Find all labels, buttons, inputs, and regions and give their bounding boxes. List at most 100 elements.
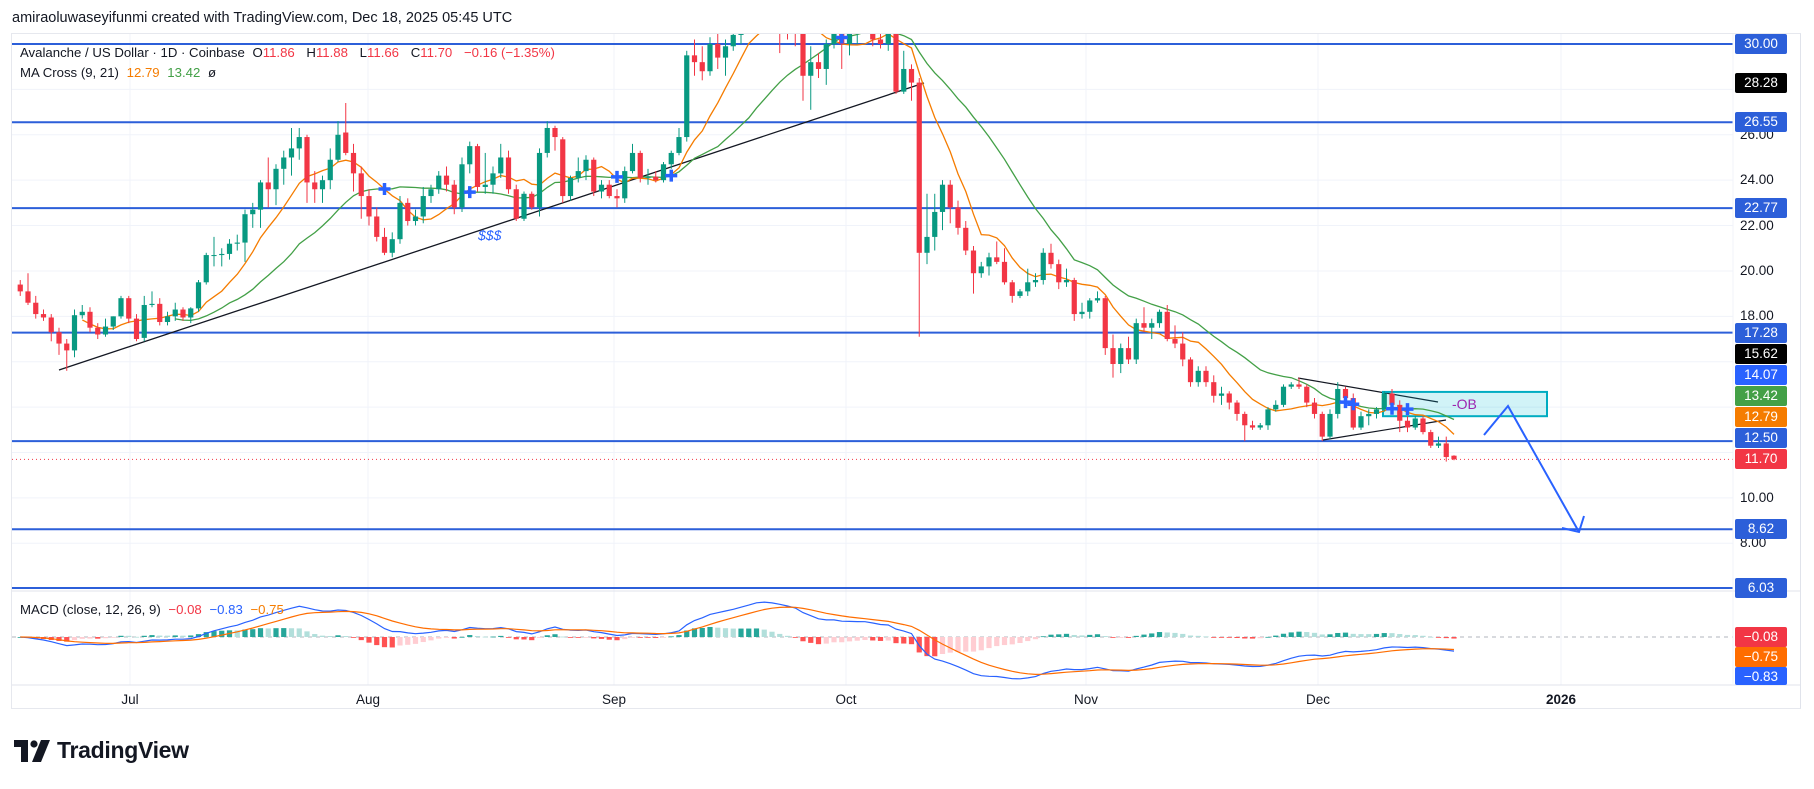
- change-value: −0.16 (−1.35%): [463, 45, 555, 60]
- macd-histogram-bar: [1257, 637, 1263, 639]
- macd-histogram-bar: [1443, 637, 1449, 639]
- candle-down: [1342, 388, 1349, 399]
- candle-down: [312, 182, 318, 190]
- candle-down: [366, 196, 372, 217]
- ma-slow-line: [175, 34, 1455, 421]
- candle-down: [474, 146, 481, 187]
- macd-signal-value: −0.75: [250, 602, 284, 617]
- macd-histogram-bar: [637, 637, 643, 638]
- candle-up: [1273, 404, 1279, 410]
- macd-histogram-bar: [823, 637, 829, 644]
- candle-up: [459, 164, 465, 208]
- macd-histogram-bar: [1001, 637, 1008, 646]
- candle-up: [730, 34, 736, 47]
- price-tick-label: 20.00: [1740, 262, 1774, 278]
- ma-cross-icon: [835, 34, 848, 44]
- macd-histogram-bar: [1087, 634, 1093, 637]
- price-label: 8.62: [1735, 519, 1787, 540]
- macd-histogram-bar: [335, 635, 341, 637]
- candles: [17, 24, 1457, 462]
- candle-up: [939, 184, 946, 212]
- candle-down: [591, 159, 597, 192]
- candle-up: [498, 157, 504, 174]
- candle-down: [1249, 425, 1256, 428]
- candle-up: [1063, 280, 1070, 283]
- tradingview-logo[interactable]: TradingView: [14, 737, 189, 764]
- candle-up: [490, 173, 496, 185]
- macd-histogram-bar: [234, 630, 240, 637]
- candle-up: [1156, 311, 1163, 324]
- macd-histogram-bar: [746, 628, 752, 637]
- candle-up: [1025, 282, 1031, 292]
- macd-histogram-bar: [172, 635, 178, 637]
- candle-up: [629, 152, 636, 172]
- candle-up: [203, 255, 209, 283]
- close-value: 11.70: [420, 45, 453, 60]
- macd-histogram-bar: [1273, 635, 1279, 637]
- macd-histogram-bar: [622, 637, 628, 640]
- macd-histogram-bar: [1296, 631, 1302, 637]
- macd-histogram-bar: [1350, 633, 1356, 637]
- macd-histogram-bar: [304, 631, 310, 637]
- candle-up: [211, 255, 217, 257]
- candle-up: [1032, 280, 1039, 283]
- low-label: L: [359, 45, 367, 60]
- candle-up: [164, 316, 171, 323]
- macd-histogram-bar: [660, 637, 667, 638]
- macd-histogram-bar: [1172, 632, 1178, 637]
- ma-cross-icon: [1401, 403, 1414, 416]
- macd-axis-label: −0.83: [1735, 667, 1787, 685]
- macd-histogram-bar: [730, 628, 736, 637]
- candle-down: [443, 175, 450, 185]
- macd-histogram-bar: [498, 635, 504, 637]
- candle-down: [56, 332, 62, 344]
- macd-legend[interactable]: MACD (close, 12, 26, 9) −0.08 −0.83 −0.7…: [20, 602, 288, 617]
- candle-down: [793, 24, 798, 31]
- ma-legend[interactable]: MA Cross (9, 21) 12.79 13.42 ø: [20, 65, 220, 80]
- ma-cross-icon: [1386, 402, 1398, 415]
- macd-histogram-bar: [87, 637, 93, 639]
- macd-histogram-bar: [668, 636, 674, 638]
- macd-histogram-bar: [939, 637, 946, 654]
- candle-down: [1319, 413, 1325, 437]
- candle-down: [1304, 386, 1310, 403]
- candle-up: [901, 68, 907, 92]
- macd-histogram-bar: [784, 635, 791, 637]
- macd-histogram-bar: [839, 637, 845, 643]
- macd-histogram-bar: [467, 635, 473, 637]
- price-tick-label: 8.00: [1740, 535, 1767, 551]
- macd-histogram-bar: [614, 637, 620, 641]
- macd-histogram-bar: [901, 637, 907, 644]
- macd-histogram-bar: [443, 637, 450, 638]
- candle-down: [358, 173, 364, 197]
- candle-up: [722, 46, 729, 58]
- ma-cross-icon: [378, 182, 391, 195]
- macd-histogram-bar: [64, 637, 70, 642]
- candle-down: [1234, 402, 1240, 414]
- close-label: C: [410, 45, 421, 60]
- candle-down: [343, 132, 349, 153]
- symbol-legend[interactable]: Avalanche / US Dollar · 1D · Coinbase O1…: [20, 45, 559, 60]
- macd-histogram-bar: [79, 637, 85, 639]
- time-label: Nov: [1073, 692, 1099, 707]
- macd-histogram-bar: [1389, 633, 1395, 637]
- macd-histogram-bar: [1149, 633, 1155, 637]
- macd-histogram-bar: [529, 637, 535, 641]
- price-label: 6.03: [1735, 577, 1787, 598]
- macd-histogram-bar: [1079, 635, 1085, 637]
- candle-down: [955, 207, 961, 228]
- triangle-upper-line: [1297, 377, 1439, 403]
- macd-histogram-bar: [1404, 634, 1411, 637]
- candle-down: [40, 314, 47, 318]
- macd-histogram-bar: [451, 637, 457, 639]
- candle-down: [653, 176, 659, 181]
- macd-histogram-bar: [374, 637, 380, 646]
- candle-up: [257, 182, 264, 210]
- candle-up: [536, 152, 543, 208]
- macd-histogram-bar: [908, 637, 915, 645]
- macd-histogram-bar: [738, 628, 744, 637]
- macd-histogram-bar: [963, 637, 969, 652]
- macd-histogram-bar: [1125, 637, 1132, 638]
- candle-down: [405, 202, 411, 222]
